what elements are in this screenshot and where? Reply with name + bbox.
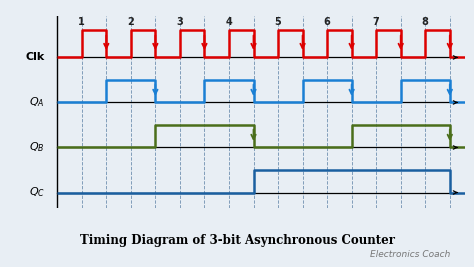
Text: $Q_B$: $Q_B$ — [29, 141, 45, 154]
Text: Electronics Coach: Electronics Coach — [370, 250, 450, 259]
Text: 5: 5 — [274, 17, 282, 27]
Text: Clk: Clk — [26, 52, 45, 62]
Text: 4: 4 — [226, 17, 232, 27]
Text: 7: 7 — [373, 17, 380, 27]
Text: 6: 6 — [324, 17, 330, 27]
Text: $Q_A$: $Q_A$ — [29, 96, 45, 109]
Text: $Q_C$: $Q_C$ — [29, 186, 45, 199]
Text: 1: 1 — [78, 17, 85, 27]
Text: Timing Diagram of 3-bit Asynchronous Counter: Timing Diagram of 3-bit Asynchronous Cou… — [80, 234, 394, 248]
Text: 2: 2 — [128, 17, 134, 27]
Text: 3: 3 — [176, 17, 183, 27]
Text: 8: 8 — [422, 17, 428, 27]
